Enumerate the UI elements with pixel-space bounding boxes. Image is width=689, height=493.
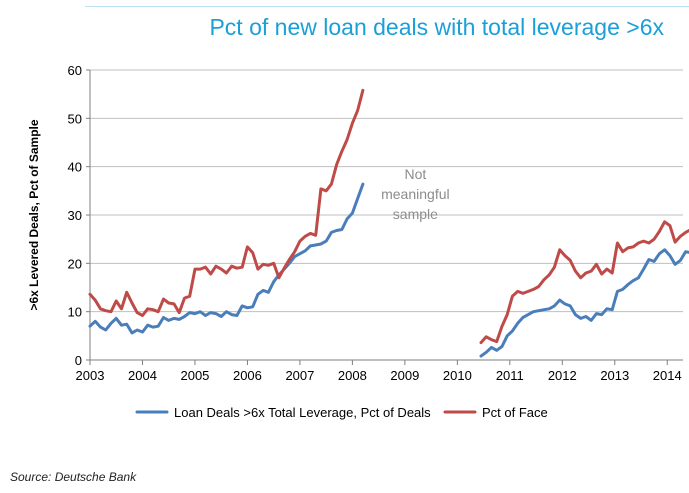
x-tick-label-2012: 2012 <box>548 368 577 383</box>
series-face-line-segment-1 <box>88 88 365 317</box>
grid-lines <box>90 69 683 313</box>
x-tick-label-2003: 2003 <box>76 368 105 383</box>
x-tick-label-2013: 2013 <box>600 368 629 383</box>
annotation-line-1: Not <box>404 166 426 182</box>
annotation: Not meaningful sample <box>381 166 450 222</box>
y-tick-label-30: 30 <box>68 208 82 223</box>
legend-label-1: Loan Deals >6x Total Leverage, Pct of De… <box>174 405 431 420</box>
y-tick-label-10: 10 <box>68 305 82 320</box>
x-tick-label-2014: 2014 <box>653 368 682 383</box>
x-tick-label-2004: 2004 <box>128 368 157 383</box>
x-tick-label-2005: 2005 <box>180 368 209 383</box>
series-deals-line-segment-1 <box>88 182 365 335</box>
annotation-line-2: meaningful <box>381 186 450 202</box>
y-tick-label-20: 20 <box>68 256 82 271</box>
series-lines <box>88 88 689 358</box>
series-face-line-segment-2 <box>479 220 689 345</box>
x-tick-label-2010: 2010 <box>443 368 472 383</box>
x-tick-label-2008: 2008 <box>338 368 367 383</box>
y-tick-label-0: 0 <box>75 353 82 368</box>
x-tick-label-2006: 2006 <box>233 368 262 383</box>
x-tick-label-2009: 2009 <box>390 368 419 383</box>
source-note: Source: Deutsche Bank <box>10 470 137 484</box>
x-tick-label-2007: 2007 <box>285 368 314 383</box>
series-deals-line-segment-2 <box>479 248 689 358</box>
y-axis-label: >6x Levered Deals, Pct of Sample <box>27 119 41 310</box>
chart-title: Pct of new loan deals with total leverag… <box>209 14 664 40</box>
legend-label-2: Pct of Face <box>482 405 548 420</box>
legend: Loan Deals >6x Total Leverage, Pct of De… <box>135 405 548 420</box>
axes: 0 10 20 30 40 50 60 2003 2004 2005 2006 2007 2008 200… <box>68 63 683 383</box>
annotation-line-3: sample <box>393 206 438 222</box>
y-tick-label-60: 60 <box>68 63 82 78</box>
y-tick-label-50: 50 <box>68 111 82 126</box>
x-tick-label-2011: 2011 <box>496 368 524 383</box>
header-rule <box>85 6 689 7</box>
y-tick-label-40: 40 <box>68 160 82 175</box>
